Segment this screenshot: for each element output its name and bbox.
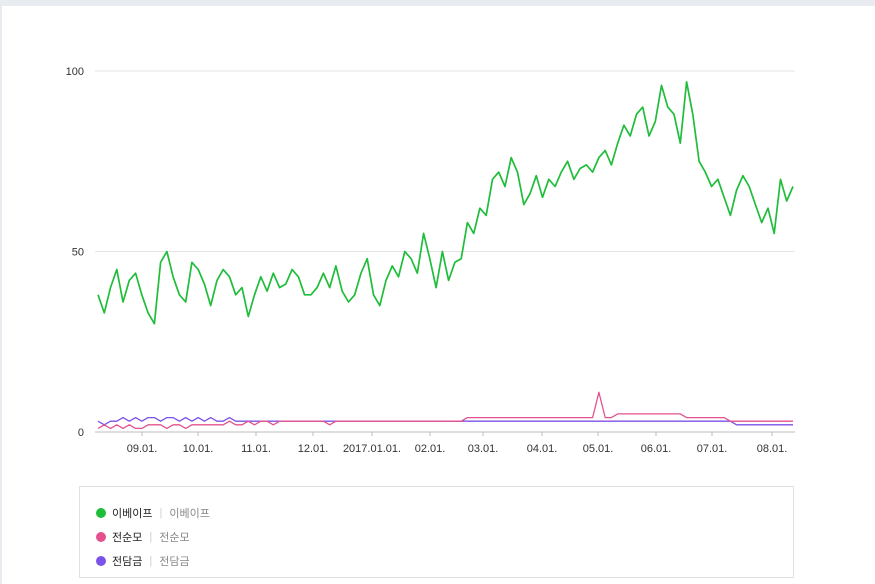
legend-dot-icon	[96, 508, 106, 518]
legend-item-evape[interactable]: 이베이프 | 이베이프	[96, 505, 210, 521]
x-tick-label: 10.01.	[183, 443, 214, 455]
legend-dot-icon	[96, 532, 106, 542]
y-tick-label: 50	[72, 247, 84, 259]
legend-separator: |	[149, 555, 153, 567]
legend-alt-label: 이베이프	[169, 508, 210, 520]
legend-item-jeonsunmo[interactable]: 전순모 | 전순모	[96, 529, 190, 545]
x-tick-label: 2017.01.01.	[343, 443, 401, 455]
legend-item-jeondamgeum[interactable]: 전담금 | 전담금	[96, 553, 190, 569]
legend-alt-label: 전순모	[159, 532, 190, 544]
legend-separator: |	[149, 531, 153, 543]
legend-alt-label: 전담금	[159, 556, 190, 568]
series-line-jeonsunmo	[97, 391, 793, 430]
legend-separator: |	[159, 507, 163, 519]
legend: 이베이프 | 이베이프 전순모 | 전순모 전담금 | 전담금	[79, 486, 794, 578]
x-tick-label: 07.01.	[697, 443, 728, 455]
x-tick-label: 02.01.	[415, 443, 446, 455]
series-line-evape	[97, 80, 794, 325]
x-tick-label: 05.01.	[583, 443, 614, 455]
y-tick-label: 0	[78, 427, 84, 439]
x-tick-label: 04.01.	[527, 443, 558, 455]
x-tick-label: 12.01.	[298, 443, 329, 455]
y-tick-label: 100	[66, 66, 84, 78]
x-tick-label: 03.01.	[468, 443, 499, 455]
x-tick-label: 08.01.	[757, 443, 788, 455]
x-tick-label: 09.01.	[127, 443, 158, 455]
legend-label: 전담금	[112, 556, 143, 568]
legend-dot-icon	[96, 556, 106, 566]
x-tick-label: 11.01.	[241, 443, 271, 455]
legend-label: 이베이프	[112, 508, 153, 520]
x-tick-label: 06.01.	[641, 443, 672, 455]
legend-label: 전순모	[112, 532, 143, 544]
